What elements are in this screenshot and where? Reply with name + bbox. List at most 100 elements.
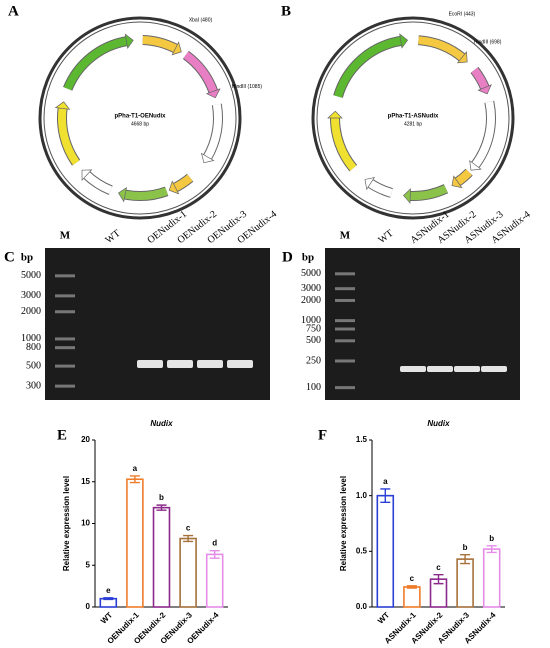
feature-arc	[83, 171, 113, 195]
ladder-label: 2000	[21, 306, 41, 317]
pcr-band	[167, 360, 193, 368]
ladder-band	[335, 319, 355, 323]
y-axis-label: Relative expression level	[62, 476, 71, 571]
feature-arc	[58, 106, 80, 166]
significance-letter: d	[212, 539, 217, 548]
feature-arrow	[118, 186, 127, 203]
significance-letter: a	[383, 477, 388, 486]
pcr-band	[197, 360, 223, 368]
marker-label: M	[60, 230, 71, 242]
feature-arc	[471, 100, 495, 169]
y-tick-label: 5	[86, 560, 91, 569]
feature-arc	[172, 174, 193, 192]
ladder-label: 750	[306, 323, 321, 334]
gel	[45, 248, 270, 400]
y-tick-label: 1.0	[356, 491, 368, 500]
ladder-label: 500	[306, 335, 321, 346]
error-bar	[129, 475, 140, 484]
ladder-band	[55, 274, 75, 278]
feature-arc	[331, 116, 357, 171]
pcr-band	[400, 366, 426, 372]
ladder-band	[335, 386, 355, 390]
bar	[482, 548, 501, 608]
site-label: HindIII (1085)	[232, 84, 263, 90]
gel	[325, 248, 520, 400]
significance-letter: b	[463, 543, 468, 552]
ladder-band	[55, 310, 75, 314]
error-bar	[103, 597, 114, 601]
x-tick-label: WT	[99, 610, 114, 625]
y-tick-label: 15	[81, 477, 90, 486]
ladder-label: 5000	[21, 270, 41, 281]
significance-letter: c	[436, 563, 441, 572]
feature-arc	[183, 51, 218, 95]
bar	[152, 506, 171, 608]
y-tick-label: 10	[81, 519, 90, 528]
backbone-inner	[43, 21, 237, 215]
unit-label: bp	[21, 252, 33, 264]
feature-arrow	[54, 101, 71, 110]
error-bar	[209, 549, 220, 559]
feature-arc	[63, 37, 129, 91]
bar	[376, 494, 395, 608]
ladder-label: 3000	[21, 290, 41, 301]
ladder-band	[335, 287, 355, 291]
feature-arrow	[200, 152, 215, 164]
error-bar	[486, 545, 497, 554]
y-tick-label: 0.5	[356, 546, 368, 555]
significance-letter: c	[410, 574, 415, 583]
error-bar	[433, 574, 444, 585]
chart-title: Nudix	[150, 419, 173, 428]
significance-letter: e	[106, 586, 111, 595]
bar	[403, 586, 421, 608]
ladder-label: 800	[26, 342, 41, 353]
feature-arc	[122, 187, 169, 200]
ladder-label: 1000	[21, 333, 41, 344]
ladder-band	[55, 346, 75, 350]
feature-arc	[408, 185, 448, 200]
ladder-label: 2000	[301, 295, 321, 306]
ladder-label: 300	[26, 380, 41, 391]
feature-arrow	[327, 110, 343, 119]
ladder-band	[55, 364, 75, 368]
feature-arc	[454, 169, 472, 186]
backbone-outer	[311, 16, 515, 220]
ladder-band	[335, 327, 355, 331]
feature-arc	[418, 36, 466, 62]
chart-title: Nudix	[427, 419, 450, 428]
y-tick-label: 1.5	[356, 435, 368, 444]
feature-arrow	[451, 175, 463, 189]
bar	[456, 558, 474, 608]
pcr-band	[427, 366, 453, 372]
pcr-band	[137, 360, 163, 368]
feature-arrow	[205, 88, 221, 99]
lane-label: WT	[103, 228, 122, 246]
ladder-band	[335, 272, 355, 276]
error-bar	[406, 585, 417, 589]
panel-label: F	[318, 427, 327, 443]
unit-label: bp	[302, 252, 314, 264]
panel-label: A	[8, 3, 19, 19]
ladder-band	[55, 384, 75, 388]
error-bar	[183, 534, 194, 543]
feature-arrow	[171, 41, 182, 56]
bar	[126, 478, 144, 608]
marker-label: M	[340, 230, 351, 242]
ladder-label: 1000	[301, 315, 321, 326]
ladder-label: 100	[306, 382, 321, 393]
backbone-outer	[38, 16, 242, 220]
y-tick-label: 0.0	[356, 602, 368, 611]
site-label: HindIII (698)	[474, 40, 502, 46]
bar	[179, 537, 197, 608]
error-bar	[380, 488, 391, 504]
pcr-band	[454, 366, 480, 372]
ladder-label: 3000	[301, 283, 321, 294]
ladder-band	[55, 337, 75, 341]
significance-letter: b	[489, 534, 494, 543]
pcr-band	[227, 360, 253, 368]
panel-label: C	[4, 249, 15, 265]
plasmid-size: 4281 bp	[404, 121, 422, 127]
significance-letter: b	[159, 493, 164, 502]
feature-arrow	[124, 33, 134, 49]
